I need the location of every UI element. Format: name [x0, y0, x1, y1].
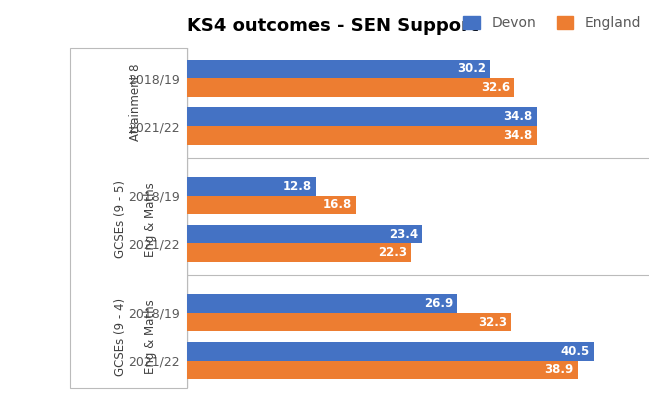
Text: GCSEs (9 - 5): GCSEs (9 - 5): [114, 180, 127, 258]
Bar: [187, 60, 490, 78]
Bar: [187, 108, 537, 126]
Bar: [187, 342, 594, 360]
Text: KS4 outcomes - SEN Support: KS4 outcomes - SEN Support: [187, 17, 479, 35]
Text: 38.9: 38.9: [545, 364, 573, 376]
Legend: Devon, England: Devon, England: [458, 11, 647, 36]
Text: Eng & Maths: Eng & Maths: [144, 182, 157, 257]
Bar: [187, 225, 422, 243]
Text: Eng & Maths: Eng & Maths: [144, 299, 157, 374]
Bar: [187, 196, 356, 214]
Text: 34.8: 34.8: [503, 129, 533, 142]
Text: 32.3: 32.3: [478, 316, 507, 328]
Text: GCSEs (9 - 4): GCSEs (9 - 4): [114, 298, 127, 376]
Bar: [187, 126, 537, 145]
Bar: [187, 313, 511, 332]
Bar: [187, 360, 577, 379]
Text: 40.5: 40.5: [561, 345, 590, 358]
Text: 23.4: 23.4: [389, 228, 418, 240]
Text: Attainment 8: Attainment 8: [128, 64, 142, 141]
Text: 22.3: 22.3: [378, 246, 407, 259]
Bar: [187, 243, 411, 262]
Text: 34.8: 34.8: [503, 110, 533, 123]
Text: 32.6: 32.6: [481, 81, 510, 94]
Bar: [187, 294, 458, 313]
Bar: [187, 78, 514, 97]
Text: 12.8: 12.8: [282, 180, 312, 193]
Text: 26.9: 26.9: [424, 297, 454, 310]
Text: 16.8: 16.8: [322, 198, 352, 211]
Text: 30.2: 30.2: [458, 62, 486, 76]
Bar: [187, 177, 316, 196]
